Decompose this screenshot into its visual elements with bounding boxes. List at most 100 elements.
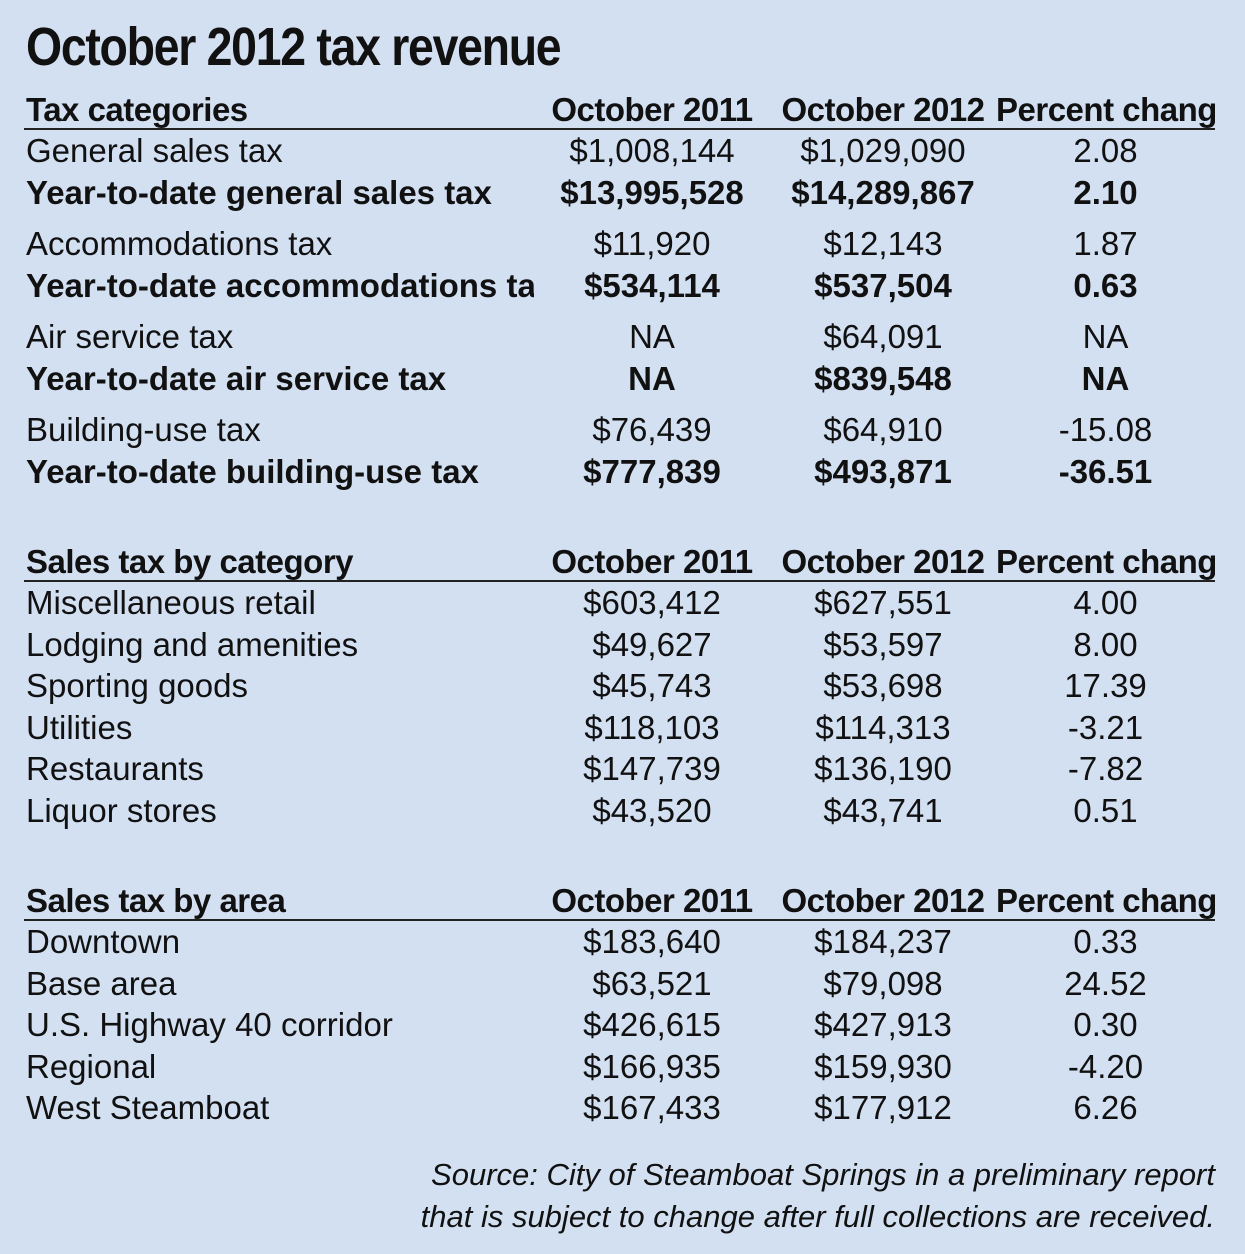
value-2011: NA bbox=[628, 359, 676, 397]
percent-change: 8.00 bbox=[1073, 625, 1138, 663]
column-header: October 2012 bbox=[770, 544, 996, 582]
sales-by-area-table: Sales tax by area October 2011 October 2… bbox=[24, 883, 1215, 1129]
table-row: Year-to-date air service tax NA $839,548… bbox=[24, 358, 1215, 400]
source-line: Source: City of Steamboat Springs in a p… bbox=[431, 1157, 1215, 1192]
value-2012: $114,313 bbox=[815, 708, 951, 746]
row-label: Miscellaneous retail bbox=[26, 584, 316, 621]
row-label: Year-to-date air service tax bbox=[26, 359, 447, 397]
table-row: Base area $63,521 $79,098 24.52 bbox=[24, 963, 1215, 1005]
row-label: Year-to-date general sales tax bbox=[26, 173, 492, 211]
row-label: Air service tax bbox=[26, 318, 234, 355]
sales-by-category-table: Sales tax by category October 2011 Octob… bbox=[24, 544, 1215, 831]
percent-change: 0.51 bbox=[1073, 791, 1138, 829]
column-header: October 2012 bbox=[770, 883, 996, 921]
column-header: Sales tax by area bbox=[24, 883, 534, 921]
percent-change: NA bbox=[1082, 318, 1129, 355]
value-2011: $118,103 bbox=[584, 708, 720, 746]
row-label: Building-use tax bbox=[26, 411, 261, 448]
table-row: Regional $166,935 $159,930 -4.20 bbox=[24, 1046, 1215, 1088]
percent-change: 24.52 bbox=[1064, 964, 1147, 1002]
value-2011: $76,439 bbox=[592, 411, 712, 448]
percent-change: -4.20 bbox=[1067, 1047, 1144, 1085]
table-row: Miscellaneous retail $603,412 $627,551 4… bbox=[24, 581, 1215, 624]
column-header: Tax categories bbox=[24, 92, 534, 130]
table-row: Building-use tax $76,439 $64,910 -15.08 bbox=[24, 399, 1215, 451]
table-row: Accommodations tax $11,920 $12,143 1.87 bbox=[24, 213, 1215, 265]
column-header: October 2011 bbox=[534, 544, 770, 582]
value-2011: $49,627 bbox=[592, 625, 712, 663]
value-2012: $53,597 bbox=[823, 625, 943, 663]
row-label: Downtown bbox=[26, 923, 181, 960]
value-2011: $11,920 bbox=[593, 225, 711, 262]
value-2012: $43,741 bbox=[823, 791, 943, 829]
row-label: General sales tax bbox=[26, 132, 283, 169]
column-header: October 2012 bbox=[770, 92, 996, 130]
percent-change: 0.33 bbox=[1073, 923, 1138, 960]
row-label: Sporting goods bbox=[26, 667, 248, 704]
value-2012: $1,029,090 bbox=[800, 132, 966, 169]
column-header: Percent change bbox=[996, 883, 1215, 921]
value-2012: $136,190 bbox=[814, 750, 952, 787]
value-2011: NA bbox=[629, 318, 675, 355]
value-2012: $184,237 bbox=[814, 923, 952, 960]
percent-change: 4.00 bbox=[1073, 584, 1138, 621]
tax-categories-table: Tax categories October 2011 October 2012… bbox=[24, 92, 1215, 492]
percent-change: -7.82 bbox=[1067, 750, 1144, 787]
value-2011: $166,935 bbox=[583, 1047, 721, 1085]
percent-change: -36.51 bbox=[1058, 452, 1153, 490]
table-row: Year-to-date accommodations tax $534,114… bbox=[24, 265, 1215, 307]
table-row: Lodging and amenities $49,627 $53,597 8.… bbox=[24, 624, 1215, 666]
percent-change: 2.10 bbox=[1073, 173, 1138, 211]
value-2012: $627,551 bbox=[814, 584, 952, 621]
value-2011: $147,739 bbox=[583, 750, 721, 787]
table-header-row: Sales tax by category October 2011 Octob… bbox=[24, 544, 1215, 582]
percent-change: -15.08 bbox=[1058, 411, 1153, 448]
value-2012: $64,091 bbox=[823, 318, 943, 355]
table-row: General sales tax $1,008,144 $1,029,090 … bbox=[24, 129, 1215, 172]
table-row: Liquor stores $43,520 $43,741 0.51 bbox=[24, 790, 1215, 832]
row-label: Restaurants bbox=[26, 750, 204, 787]
row-label: Lodging and amenities bbox=[26, 625, 359, 663]
table-header-row: Tax categories October 2011 October 2012… bbox=[24, 92, 1215, 130]
value-2011: $1,008,144 bbox=[569, 132, 735, 169]
table-header-row: Sales tax by area October 2011 October 2… bbox=[24, 883, 1215, 921]
percent-change: 1.87 bbox=[1073, 225, 1138, 262]
table-row: West Steamboat $167,433 $177,912 6.26 bbox=[24, 1087, 1215, 1129]
value-2011: $777,839 bbox=[583, 452, 721, 490]
value-2011: $603,412 bbox=[583, 584, 721, 621]
value-2012: $537,504 bbox=[814, 266, 952, 304]
value-2012: $14,289,867 bbox=[791, 173, 975, 211]
row-label: Liquor stores bbox=[26, 791, 217, 829]
value-2011: $167,433 bbox=[583, 1089, 721, 1126]
value-2012: $177,912 bbox=[814, 1089, 952, 1126]
value-2012: $493,871 bbox=[814, 452, 952, 490]
percent-change: 0.30 bbox=[1073, 1006, 1138, 1043]
column-header: October 2011 bbox=[534, 883, 770, 921]
table-row: Sporting goods $45,743 $53,698 17.39 bbox=[24, 665, 1215, 707]
value-2011: $426,615 bbox=[583, 1006, 721, 1043]
source-line: that is subject to change after full col… bbox=[420, 1199, 1215, 1234]
value-2011: $43,520 bbox=[592, 791, 712, 829]
percent-change: 17.39 bbox=[1064, 667, 1147, 704]
table-row: Restaurants $147,739 $136,190 -7.82 bbox=[24, 748, 1215, 790]
value-2012: $159,930 bbox=[814, 1047, 952, 1085]
row-label: Year-to-date building-use tax bbox=[26, 452, 479, 490]
value-2012: $53,698 bbox=[823, 667, 943, 704]
value-2012: $64,910 bbox=[823, 411, 943, 448]
percent-change: -3.21 bbox=[1067, 708, 1144, 746]
value-2012: $839,548 bbox=[814, 359, 952, 397]
value-2011: $63,521 bbox=[592, 964, 712, 1002]
page-title: October 2012 tax revenue bbox=[26, 17, 562, 77]
source-note: Source: City of Steamboat Springs in a p… bbox=[315, 1154, 1215, 1238]
percent-change: 0.63 bbox=[1073, 266, 1138, 304]
table-row: Downtown $183,640 $184,237 0.33 bbox=[24, 920, 1215, 963]
column-header: Percent change bbox=[996, 544, 1215, 582]
value-2011: $13,995,528 bbox=[560, 173, 744, 211]
row-label: Accommodations tax bbox=[26, 225, 333, 262]
table-row: Year-to-date building-use tax $777,839 $… bbox=[24, 451, 1215, 493]
table-row: Air service tax NA $64,091 NA bbox=[24, 306, 1215, 358]
column-header: October 2011 bbox=[534, 92, 770, 130]
value-2012: $12,143 bbox=[823, 225, 943, 262]
value-2012: $427,913 bbox=[814, 1006, 952, 1043]
